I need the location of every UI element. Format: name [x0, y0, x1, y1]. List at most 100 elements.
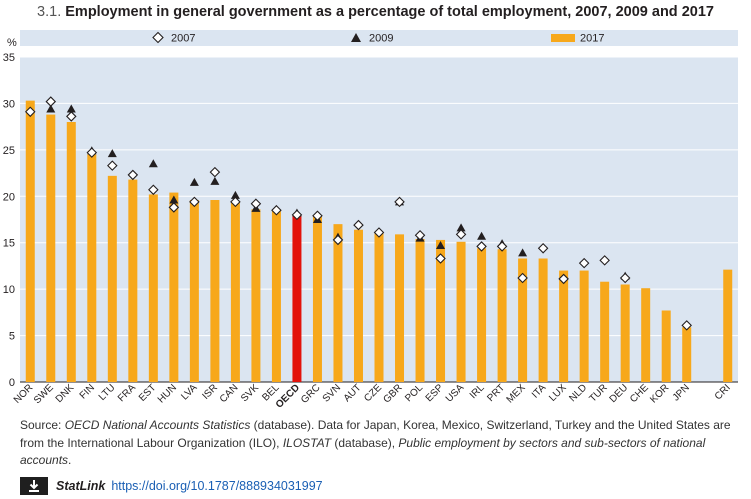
- marker-2007-isr: [209, 166, 221, 178]
- bar-2017-ita: [538, 258, 548, 382]
- x-tick-label: TUR: [587, 382, 609, 404]
- y-tick-label: 25: [3, 145, 15, 157]
- bar-2017-fin: [87, 154, 97, 382]
- bar-2017-usa: [456, 241, 466, 382]
- marker-2007-lux: [558, 273, 569, 285]
- bar-2017-tur: [600, 281, 610, 382]
- marker-2007-hun: [168, 202, 180, 213]
- x-tick-label: PRT: [485, 382, 507, 404]
- x-tick-label: HUN: [156, 382, 179, 405]
- x-tick-label: OECD: [274, 382, 302, 410]
- bar-2017-kor: [661, 310, 671, 382]
- marker-2009-mex: [518, 248, 528, 257]
- bar-2017-swe: [46, 114, 56, 383]
- marker-2007-gbr: [394, 196, 405, 208]
- x-tick-label: FIN: [78, 382, 97, 401]
- x-tick-label: AUT: [342, 382, 364, 404]
- source-text: (database). Data for Japan, Korea, Mexic…: [20, 418, 731, 450]
- source-db-public-employment: Public employment by sectors and sub-sec…: [20, 435, 706, 468]
- marker-2007-usa: [455, 229, 467, 240]
- bar-2017-fra: [128, 179, 138, 382]
- marker-2009-lva: [189, 177, 199, 186]
- marker-2007-dnk: [66, 111, 77, 122]
- marker-2009-dnk: [66, 104, 76, 113]
- x-tick-label: GBR: [382, 382, 405, 405]
- marker-2007-pol: [414, 230, 426, 241]
- statlink-label: StatLink: [56, 479, 106, 493]
- x-tick-label: IRL: [468, 382, 487, 401]
- marker-2007-deu: [619, 272, 631, 284]
- x-tick-label: CZE: [362, 382, 384, 404]
- y-tick-label: 5: [9, 331, 15, 343]
- marker-2007-swe: [45, 96, 57, 107]
- marker-2007-fin: [86, 147, 98, 158]
- bar-2017-mex: [518, 258, 528, 382]
- bar-2017-pol: [415, 239, 425, 382]
- x-tick-label: NLD: [567, 382, 589, 404]
- legend-label-2009: 2009: [369, 33, 393, 45]
- x-tick-label: SVN: [321, 382, 343, 404]
- marker-2007-jpn: [681, 320, 692, 331]
- download-icon[interactable]: [20, 477, 48, 495]
- marker-2007-tur: [599, 255, 610, 266]
- legend-label-2007: 2007: [171, 33, 195, 45]
- x-tick-label: JPN: [671, 382, 692, 403]
- x-tick-label: CAN: [218, 382, 241, 405]
- y-tick-label: 10: [3, 284, 15, 296]
- x-tick-label: MEX: [505, 382, 528, 405]
- bar-2017-deu: [620, 284, 630, 382]
- bar-2017-oecd: [292, 215, 302, 382]
- y-tick-label: 0: [9, 377, 15, 389]
- legend-marker-2009: [351, 33, 361, 42]
- x-tick-label: ITA: [530, 382, 548, 400]
- x-tick-label: KOR: [648, 382, 671, 405]
- bar-2017-lux: [559, 270, 569, 382]
- marker-2007-mex: [517, 272, 528, 284]
- marker-2007-ltu: [107, 160, 118, 171]
- marker-2007-est: [148, 184, 159, 196]
- marker-2009-ltu: [107, 149, 117, 158]
- bar-2017-irl: [477, 248, 487, 382]
- marker-2007-nor: [24, 106, 36, 118]
- marker-2007-bel: [271, 204, 282, 216]
- bar-2017-svk: [251, 209, 261, 382]
- x-tick-label: LUX: [547, 382, 569, 404]
- source-text-2: (database),: [331, 435, 399, 450]
- y-tick-label: 15: [3, 238, 15, 250]
- x-tick-label: DNK: [54, 382, 77, 405]
- x-tick-label: USA: [444, 382, 467, 405]
- y-tick-label: 30: [3, 98, 15, 110]
- marker-2007-esp: [435, 253, 446, 264]
- x-tick-label: EST: [137, 382, 159, 404]
- legend-marker-2017: [551, 34, 575, 42]
- x-tick-label: LTU: [97, 382, 118, 403]
- bar-2017-can: [230, 202, 240, 382]
- source-db-ilostat: ILOSTAT: [282, 435, 332, 450]
- bar-2017-svn: [333, 224, 343, 382]
- x-tick-label: GRC: [299, 382, 323, 406]
- marker-2007-fra: [127, 169, 139, 181]
- bar-2017-cri: [723, 269, 733, 382]
- marker-2007-grc: [312, 210, 323, 222]
- bar-2017-dnk: [66, 122, 76, 382]
- x-tick-label: ISR: [200, 382, 220, 402]
- x-tick-label: CHE: [628, 382, 651, 405]
- statlink: StatLink https://doi.org/10.1787/8889340…: [20, 476, 323, 496]
- bar-2017-grc: [312, 216, 322, 382]
- marker-2009-hun: [169, 195, 179, 204]
- statlink-url[interactable]: https://doi.org/10.1787/888934031997: [111, 479, 323, 493]
- marker-2009-can: [230, 190, 240, 199]
- bar-2017-ltu: [107, 175, 117, 382]
- bar-2017-nor: [25, 100, 35, 383]
- marker-2007-oecd: [291, 209, 303, 221]
- x-tick-label: LVA: [179, 382, 199, 402]
- marker-2007-irl: [476, 241, 487, 252]
- marker-2009-swe: [46, 104, 56, 113]
- chart-title: 3.1. Employment in general government as…: [0, 4, 751, 20]
- y-tick-label: 35: [3, 52, 15, 64]
- marker-2007-svn: [332, 234, 344, 246]
- bar-2017-est: [148, 194, 158, 382]
- bar-2017-esp: [436, 239, 446, 382]
- marker-2007-svk: [250, 198, 262, 209]
